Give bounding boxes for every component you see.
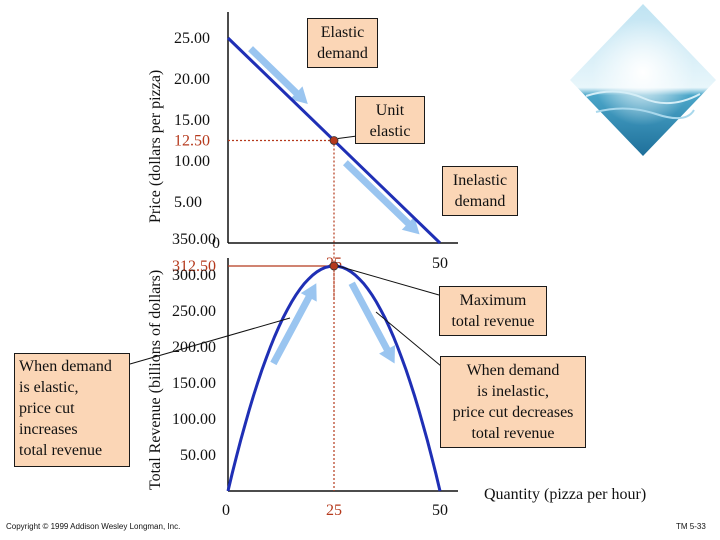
revenue-y-tick-label: 150.00	[172, 375, 216, 392]
max-revenue-line-1: Maximum	[459, 292, 527, 309]
revenue-y-tick-label: 350.00	[172, 231, 216, 248]
revenue-y-tick-label: 300.00	[172, 267, 216, 284]
elastic-cut-line-3: price cut	[19, 400, 75, 417]
inelastic-cut-callout: When demand is inelastic, price cut decr…	[440, 356, 586, 448]
inelastic-demand-line-2: demand	[454, 193, 506, 210]
demand-arrow-2	[343, 160, 420, 235]
revenue-x-tick-label: 25	[326, 502, 342, 519]
demand-y-tick-label: 20.00	[174, 71, 210, 88]
demand-y-tick-label: 10.00	[174, 153, 210, 170]
demand-y-tick-label: 15.00	[174, 112, 210, 129]
revenue-max-point	[329, 261, 339, 271]
elastic-demand-line-1: Elastic	[320, 24, 365, 41]
demand-y-tick-label: 5.00	[174, 194, 202, 211]
demand-x-tick-label: 50	[432, 255, 448, 272]
ocean-photo	[566, 0, 720, 160]
max-revenue-line-2: total revenue	[451, 313, 535, 330]
copyright-text: Copyright © 1999 Addison Wesley Longman,…	[6, 522, 181, 531]
demand-y-axis-label: Price (dollars per pizza)	[147, 70, 164, 223]
revenue-x-tick-label: 50	[432, 502, 448, 519]
revenue-y-tick-label: 250.00	[172, 303, 216, 320]
inelastic-cut-leader	[375, 311, 442, 367]
unit-elastic-callout: Unit elastic	[355, 96, 425, 144]
elastic-cut-callout: When demand is elastic, price cut increa…	[14, 353, 130, 467]
demand-y-tick-label: 25.00	[174, 30, 210, 47]
revenue-y-tick-label: 50.00	[180, 447, 216, 464]
inelastic-cut-line-1: When demand	[466, 362, 560, 379]
inelastic-cut-line-4: total revenue	[471, 425, 555, 442]
elastic-demand-callout: Elastic demand	[307, 18, 378, 68]
revenue-y-tick-label: 200.00	[172, 339, 216, 356]
elastic-cut-leader	[129, 317, 291, 365]
max-revenue-callout: Maximum total revenue	[439, 286, 547, 336]
elastic-cut-line-4: increases	[19, 421, 78, 438]
revenue-arrow-1	[270, 283, 317, 366]
revenue-origin-label: 0	[222, 502, 230, 519]
inelastic-cut-line-3: price cut decreases	[452, 404, 574, 421]
elastic-cut-line-2: is elastic,	[19, 379, 79, 396]
slide-number: TM 5-33	[676, 522, 706, 531]
demand-y-tick-label: 0	[212, 235, 220, 252]
unit-elastic-line-2: elastic	[369, 123, 411, 140]
inelastic-cut-line-2: is inelastic,	[477, 383, 549, 400]
revenue-arrow-2	[348, 281, 395, 364]
max-revenue-leader	[337, 265, 440, 296]
unit-elastic-leader	[337, 135, 358, 139]
elastic-cut-line-5: total revenue	[19, 442, 103, 459]
revenue-y-axis-label: Total Revenue (billions of dollars)	[147, 270, 164, 490]
revenue-y-tick-label: 312.50	[172, 258, 216, 275]
quantity-x-axis-label: Quantity (pizza per hour)	[484, 486, 646, 503]
demand-y-tick-label: 12.50	[174, 133, 210, 150]
elastic-demand-line-2: demand	[317, 45, 368, 62]
revenue-y-tick-label: 100.00	[172, 411, 216, 428]
demand-arrow-1	[248, 46, 308, 104]
elastic-cut-line-1: When demand	[19, 358, 112, 375]
unit-elastic-line-1: Unit	[375, 102, 405, 119]
demand-unit-elastic-point	[329, 136, 339, 145]
inelastic-demand-line-1: Inelastic	[452, 172, 508, 189]
inelastic-demand-callout: Inelastic demand	[442, 166, 518, 216]
